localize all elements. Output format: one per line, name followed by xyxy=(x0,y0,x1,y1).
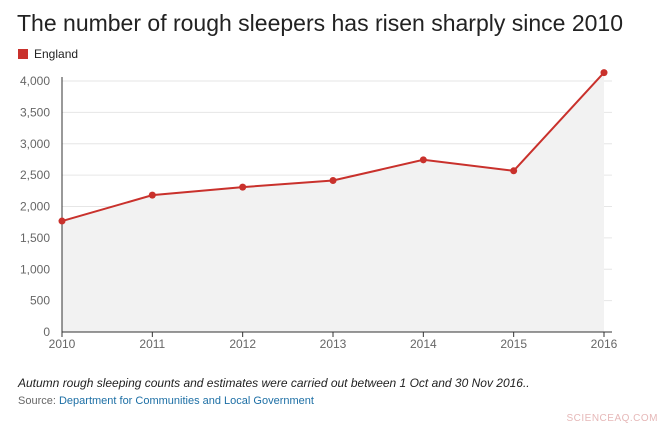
y-tick-label: 2,000 xyxy=(20,200,50,214)
x-tick-label: 2010 xyxy=(49,337,76,351)
y-tick-label: 1,000 xyxy=(20,262,50,276)
y-tick-label: 0 xyxy=(43,325,50,339)
x-tick-label: 2015 xyxy=(500,337,527,351)
legend: England xyxy=(18,47,78,61)
x-tick-label: 2012 xyxy=(229,337,256,351)
data-point[interactable] xyxy=(148,191,156,199)
source-link[interactable]: Department for Communities and Local Gov… xyxy=(58,395,314,407)
chart-title: The number of rough sleepers has risen s… xyxy=(17,10,624,36)
data-points xyxy=(58,69,608,225)
data-point[interactable] xyxy=(58,217,66,225)
y-tick-label: 1,500 xyxy=(20,231,50,245)
watermark: SCIENCEAQ.COM xyxy=(566,413,658,424)
x-tick-label: 2013 xyxy=(320,337,347,351)
x-tick-labels: 2010 2011 2012 2013 2014 2015 2016 xyxy=(49,332,618,351)
legend-label: England xyxy=(34,47,79,61)
y-tick-label: 500 xyxy=(30,294,50,308)
y-tick-label: 3,500 xyxy=(20,105,50,119)
data-point[interactable] xyxy=(239,183,247,191)
data-point[interactable] xyxy=(600,69,608,77)
x-tick-label: 2011 xyxy=(139,337,165,351)
y-tick-label: 4,000 xyxy=(20,74,50,88)
data-point[interactable] xyxy=(419,156,427,164)
x-tick-label: 2014 xyxy=(410,337,437,351)
y-tick-labels: 0 500 1,000 1,500 2,000 2,500 3,000 3,500 4,000 xyxy=(20,74,50,339)
y-tick-label: 3,000 xyxy=(20,137,50,151)
y-tick-label: 2,500 xyxy=(20,168,50,182)
x-tick-label: 2016 xyxy=(591,337,618,351)
area-fill xyxy=(62,72,604,333)
source-line: Source: Department for Communities and L… xyxy=(18,395,314,407)
axes xyxy=(61,77,612,333)
footnote: Autumn rough sleeping counts and estimat… xyxy=(18,376,530,390)
source-label: Source: xyxy=(18,395,56,407)
data-point[interactable] xyxy=(329,177,337,185)
data-point[interactable] xyxy=(510,167,518,175)
legend-swatch xyxy=(18,49,28,59)
